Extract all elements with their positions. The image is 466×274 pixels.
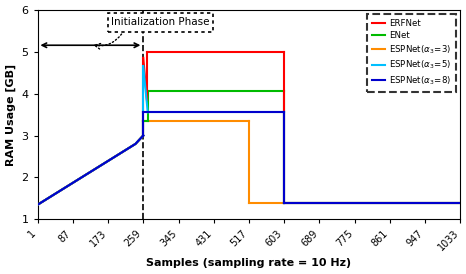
Y-axis label: RAM Usage [GB]: RAM Usage [GB] [6, 64, 16, 165]
Legend: ERFNet, ENet, ESPNet$(\alpha_3\!=\!3)$, ESPNet$(\alpha_3\!=\!5)$, ESPNet$(\alpha: ERFNet, ENet, ESPNet$(\alpha_3\!=\!3)$, … [367, 14, 456, 92]
X-axis label: Samples (sampling rate = 10 Hz): Samples (sampling rate = 10 Hz) [146, 258, 351, 269]
FancyBboxPatch shape [108, 13, 213, 32]
Text: Initialization Phase: Initialization Phase [111, 17, 210, 27]
